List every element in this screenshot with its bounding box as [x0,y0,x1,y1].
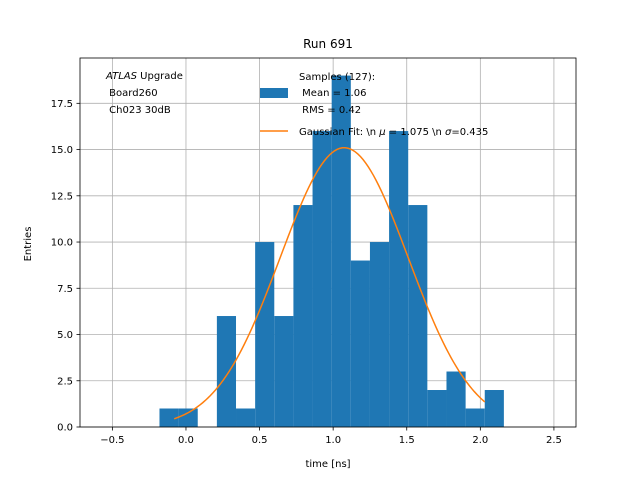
legend-fit-prefix: Gaussian Fit: \n [299,127,379,138]
legend-hist-line-2: Mean = 1.06 [299,88,366,99]
histogram-bar [178,408,198,427]
histogram-bar [389,131,409,427]
x-tick-label: 2.0 [472,435,488,446]
x-axis-ticks: −0.5 0.0 0.5 1.0 1.5 2.0 2.5 [100,427,562,446]
annotation-atlas: ATLAS [105,71,138,82]
legend-fit-mid: = 1.075 \n [386,127,445,138]
legend-hist-swatch [260,88,288,98]
chart-title: Run 691 [303,37,353,51]
histogram-bar [484,390,504,427]
annotation-upgrade: Upgrade [137,71,183,82]
legend-fit-suffix: =0.435 [451,127,488,138]
x-tick-label: −0.5 [100,435,124,446]
histogram-bar [446,371,466,427]
legend-fit-sigma: σ [445,127,452,138]
legend-hist-line-3: RMS = 0.42 [299,105,361,116]
histogram-bar [312,131,332,427]
y-tick-label: 0.0 [57,423,73,434]
plot-frame [79,57,577,428]
legend-fit-label: Gaussian Fit: \n μ = 1.075 \n σ=0.435 [299,127,488,138]
y-tick-label: 2.5 [57,376,73,387]
annotation-line-2: Board260 [106,88,158,99]
annotation-line-1: ATLAS Upgrade [105,71,183,82]
x-tick-label: 0.5 [252,435,268,446]
atlas-annotation: ATLAS Upgrade Board260 Ch023 30dB [105,71,183,116]
y-tick-label: 7.5 [57,284,73,295]
histogram-bar [216,316,237,427]
histogram-bar [465,408,485,427]
x-tick-label: 1.0 [325,435,341,446]
histogram-bar [369,242,390,427]
x-tick-label: 1.5 [399,435,415,446]
histogram-bar [350,260,370,427]
histogram-bar [293,205,313,427]
legend-hist-line-1: Samples (127): [299,72,375,83]
histogram-bar [427,390,447,427]
legend-fit-mu: μ [378,127,385,138]
y-tick-label: 10.0 [51,238,73,249]
histogram-bar [159,408,179,427]
legend: Samples (127): Mean = 1.06 RMS = 0.42 Ga… [260,72,488,138]
x-tick-label: 0.0 [178,435,194,446]
gaussian-fit-line [173,146,486,420]
y-axis-ticks: 0.0 2.5 5.0 7.5 10.0 12.5 15.0 17.5 [51,99,80,434]
histogram-bar [331,75,351,428]
histogram-bar [274,316,294,427]
histogram-bar [255,242,275,427]
x-axis-label: time [ns] [305,459,350,470]
histogram-bar [236,408,256,427]
x-tick-label: 2.5 [546,435,562,446]
y-tick-label: 15.0 [51,145,73,156]
y-tick-label: 5.0 [57,330,73,341]
y-tick-label: 17.5 [51,99,73,110]
histogram-bar [408,205,428,427]
y-axis-label: Entries [23,227,34,262]
histogram-bars [159,75,504,428]
y-tick-label: 12.5 [51,191,73,202]
fit-curve-layer [173,146,486,420]
annotation-line-3: Ch023 30dB [106,105,171,116]
